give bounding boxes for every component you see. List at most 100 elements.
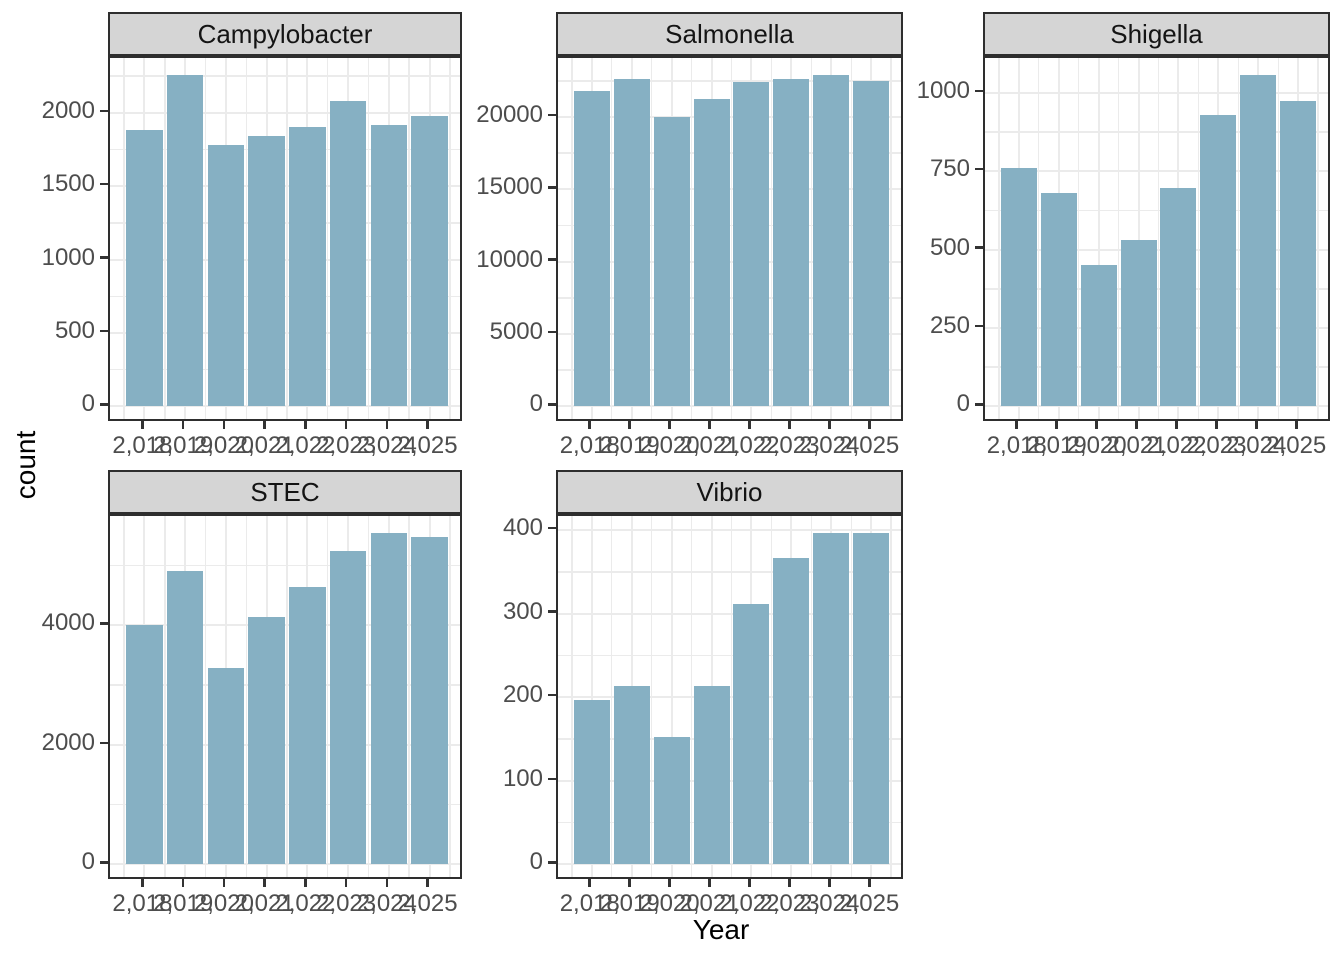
gridline-major-h — [985, 405, 1328, 408]
bar — [653, 117, 690, 407]
gridline-minor-h — [558, 297, 901, 299]
y-tick-mark — [975, 167, 983, 171]
y-tick-label: 15000 — [476, 173, 543, 201]
bar — [613, 78, 650, 407]
x-tick-label: 2,021 — [1106, 432, 1167, 459]
y-tick-label: 2000 — [41, 728, 95, 756]
bar — [1000, 168, 1037, 407]
gridline-minor-v — [1037, 58, 1040, 419]
gridline-major-h — [110, 624, 460, 627]
y-tick-mark — [100, 622, 108, 625]
x-tick-mark — [1135, 421, 1138, 429]
gridline-major-h — [558, 696, 901, 699]
gridline-major-h — [558, 779, 901, 782]
y-tick-mark — [548, 693, 556, 697]
y-tick-label: 250 — [929, 312, 970, 339]
x-tick-mark — [1015, 421, 1018, 429]
x-tick-label: 2,023 — [316, 890, 377, 917]
facet-strip: Campylobacter — [108, 12, 462, 56]
x-tick-label: 2,025 — [839, 890, 900, 917]
gridline-minor-h — [985, 288, 1328, 290]
x-tick-mark — [828, 421, 831, 429]
gridline-minor-v — [123, 516, 125, 877]
x-tick-mark — [788, 879, 791, 887]
x-tick-label: 2,018 — [986, 432, 1047, 459]
bar — [693, 686, 730, 865]
y-tick-label: 200 — [502, 681, 543, 709]
bar — [248, 616, 285, 865]
gridline-minor-v — [164, 516, 166, 877]
gridline-major-v — [1137, 58, 1140, 419]
x-axis-title: Year — [692, 914, 750, 945]
bar — [733, 604, 770, 865]
facet-strip: STEC — [108, 470, 462, 514]
gridline-major-v — [1097, 58, 1100, 419]
bar — [1200, 114, 1237, 407]
x-tick-mark — [141, 879, 144, 887]
y-tick-mark — [100, 403, 108, 406]
x-tick-label: 2,024 — [356, 432, 417, 459]
bar — [773, 557, 810, 865]
bar — [207, 668, 245, 865]
gridline-minor-v — [1237, 58, 1240, 419]
x-tick-mark — [1295, 421, 1298, 429]
x-tick-label: 2,020 — [639, 432, 700, 459]
y-tick-label: 500 — [929, 233, 970, 261]
bar — [853, 532, 890, 865]
x-tick-label: 2,023 — [316, 432, 377, 459]
bar — [329, 550, 367, 865]
gridline-major-h — [558, 115, 901, 118]
gridline-minor-h — [110, 295, 460, 298]
facet-strip-label: STEC — [250, 476, 320, 507]
bar — [573, 699, 610, 865]
x-tick-mark — [868, 421, 871, 429]
x-tick-mark — [788, 421, 791, 429]
x-tick-label: 2,025 — [397, 432, 458, 459]
x-tick-label: 2,022 — [1146, 432, 1207, 459]
gridline-minor-v — [204, 516, 207, 877]
x-tick-label: 2,022 — [275, 432, 336, 459]
facet-panel — [108, 514, 462, 879]
gridline-minor-h — [110, 368, 460, 371]
bar — [289, 127, 326, 407]
gridline-major-h — [985, 91, 1328, 94]
x-tick-label: 2,018 — [559, 890, 620, 917]
bar — [126, 625, 163, 865]
gridline-minor-h — [558, 80, 901, 82]
y-tick-mark — [100, 861, 108, 864]
x-tick-label: 2,024 — [799, 432, 860, 459]
x-tick-label: 2,018 — [112, 890, 173, 917]
y-tick-mark — [100, 256, 108, 259]
y-tick-mark — [975, 246, 983, 249]
y-tick-mark — [548, 258, 556, 261]
x-tick-label: 2,020 — [1066, 432, 1127, 459]
bar — [166, 74, 204, 407]
x-tick-mark — [1175, 421, 1178, 429]
x-tick-mark — [222, 879, 226, 887]
y-tick-label: 20000 — [476, 100, 543, 128]
y-tick-label: 0 — [956, 390, 970, 418]
facet-panel — [983, 56, 1330, 421]
y-tick-label: 750 — [929, 155, 970, 183]
x-tick-label: 2,020 — [193, 432, 254, 459]
x-tick-label: 2,019 — [153, 432, 214, 459]
bar — [411, 536, 448, 865]
gridline-major-h — [985, 248, 1328, 251]
gridline-minor-h — [985, 366, 1328, 368]
x-tick-label: 2,021 — [234, 432, 295, 459]
x-tick-label: 2,024 — [356, 890, 417, 917]
x-tick-label: 2,020 — [639, 890, 700, 917]
gridline-minor-v — [650, 58, 653, 419]
x-tick-mark — [748, 879, 751, 887]
facet-strip-label: Salmonella — [665, 18, 794, 49]
y-tick-label: 0 — [529, 390, 543, 418]
y-tick-mark — [548, 526, 556, 530]
bar — [693, 98, 730, 407]
gridline-minor-h — [558, 654, 901, 657]
gridline-minor-v — [1317, 58, 1319, 419]
x-tick-mark — [426, 421, 429, 429]
x-tick-mark — [588, 421, 591, 429]
gridline-minor-v — [164, 58, 166, 419]
gridline-major-h — [110, 405, 460, 408]
x-tick-mark — [385, 879, 389, 887]
